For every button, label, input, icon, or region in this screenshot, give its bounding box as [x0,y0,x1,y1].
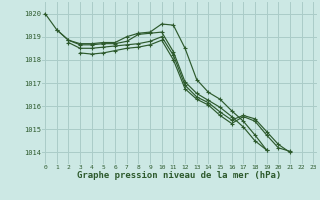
X-axis label: Graphe pression niveau de la mer (hPa): Graphe pression niveau de la mer (hPa) [77,171,281,180]
